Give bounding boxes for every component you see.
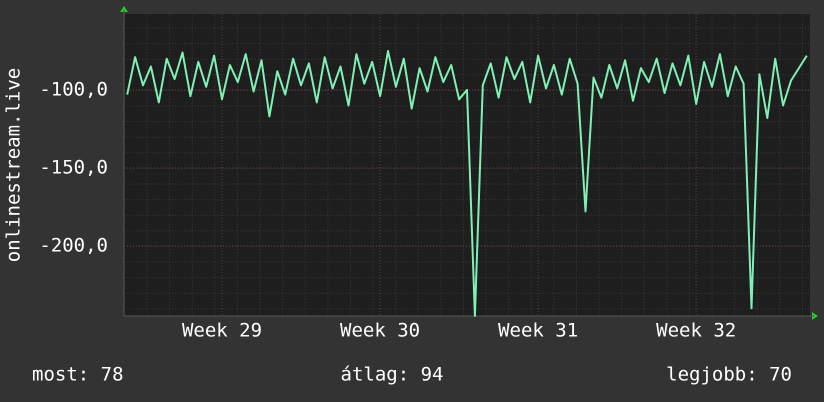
y-tick-label: -200,0: [39, 234, 108, 256]
y-tick-label: -100,0: [39, 78, 108, 100]
y-axis-arrow: [120, 6, 128, 12]
x-tick-label: Week 30: [340, 320, 420, 342]
y-tick-label: -150,0: [39, 156, 108, 178]
y-axis-label: onlinestream.live: [3, 68, 25, 262]
x-tick-label: Week 31: [498, 320, 578, 342]
x-tick-label: Week 29: [182, 320, 262, 342]
minor-grid: [124, 14, 810, 316]
data-line: [126, 50, 808, 317]
footer-best: legjobb: 70: [666, 364, 792, 386]
footer-average: átlag: 94: [341, 364, 444, 386]
x-axis-arrow: [812, 312, 818, 320]
x-tick-label: Week 32: [656, 320, 736, 342]
footer-current: most: 78: [32, 364, 124, 386]
